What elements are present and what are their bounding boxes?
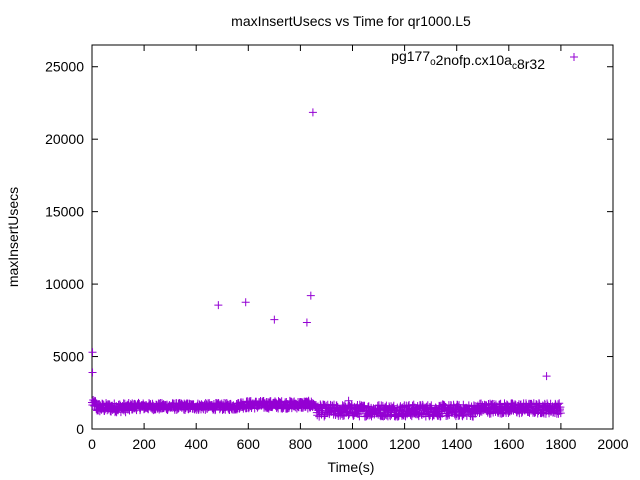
x-tick-label: 1400 [441,436,472,452]
y-tick-label: 20000 [45,131,84,147]
plot-area-frame [91,44,614,430]
y-tick-label: 5000 [53,349,84,365]
x-tick-label: 600 [237,436,261,452]
legend: pg177o2nofp.cx10ac8r32 [391,48,578,72]
y-axis: 0 5000 10000 15000 20000 25000 [45,59,613,437]
y-tick-label: 25000 [45,59,84,75]
x-axis: 0 200 400 600 800 1000 1200 1400 1600 1800 2000 [88,45,629,452]
data-point [88,348,97,357]
data-point [556,409,565,418]
data-points [88,108,565,421]
y-tick-label: 15000 [45,204,84,220]
x-tick-label: 200 [132,436,156,452]
y-tick-label: 10000 [45,276,84,292]
y-axis-label: maxInsertUsecs [5,187,21,287]
data-point [306,291,315,300]
data-point [308,108,317,117]
data-point [555,399,564,408]
x-tick-label: 2000 [597,436,628,452]
data-point [542,372,551,381]
x-axis-label: Time(s) [328,459,375,475]
x-tick-label: 1600 [493,436,524,452]
legend-marker [570,53,578,61]
data-point [360,401,369,410]
x-tick-label: 0 [88,436,96,452]
data-point [241,298,250,307]
y-tick-label: 0 [76,421,84,437]
data-point [344,396,353,405]
data-point [270,315,279,324]
x-tick-label: 1800 [545,436,576,452]
data-point [88,368,97,377]
chart-title: maxInsertUsecs vs Time for qr1000.L5 [231,13,471,29]
data-point [214,301,223,310]
x-tick-label: 1000 [337,436,368,452]
x-tick-label: 400 [185,436,209,452]
x-tick-label: 800 [289,436,313,452]
x-tick-label: 1200 [389,436,420,452]
data-point [302,318,311,327]
legend-label: pg177o2nofp.cx10ac8r32 [391,48,545,72]
